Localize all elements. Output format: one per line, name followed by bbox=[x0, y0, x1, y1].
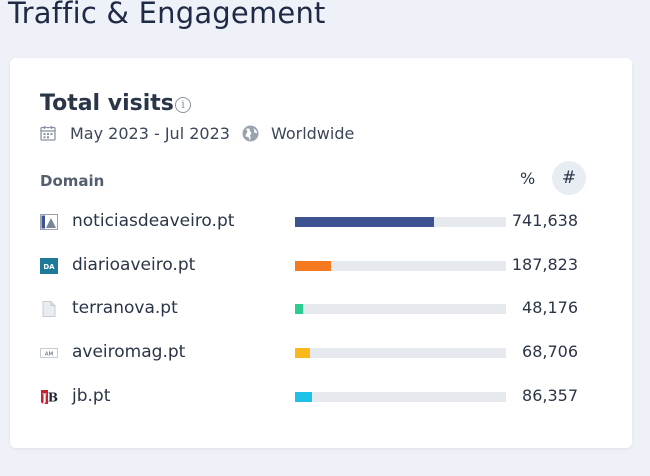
share-bar-fill bbox=[295, 348, 310, 358]
date-range[interactable]: May 2023 - Jul 2023 bbox=[70, 123, 230, 143]
meta-row: May 2023 - Jul 2023 Worldwide bbox=[40, 122, 354, 144]
visits-value: 741,638 bbox=[511, 211, 578, 230]
visits-value: 68,706 bbox=[522, 342, 578, 361]
noticias-favicon-icon bbox=[40, 214, 58, 230]
domain-row: AM aveiromag.pt 68,706 bbox=[40, 340, 600, 366]
svg-text:AM: AM bbox=[45, 352, 54, 358]
share-bar bbox=[295, 392, 506, 402]
share-bar bbox=[295, 217, 506, 227]
aveiromag-favicon-icon: AM bbox=[40, 348, 58, 358]
domain-name[interactable]: jb.pt bbox=[72, 386, 111, 406]
percent-toggle[interactable]: % bbox=[520, 169, 536, 188]
share-bar-fill bbox=[295, 217, 435, 227]
domain-name[interactable]: noticiasdeaveiro.pt bbox=[72, 211, 235, 231]
share-bar-fill bbox=[295, 261, 331, 271]
domain-row: noticiasdeaveiro.pt 741,638 bbox=[40, 209, 600, 235]
domain-name[interactable]: aveiromag.pt bbox=[72, 342, 186, 362]
domain-row: J B jb.pt 86,357 bbox=[40, 384, 600, 410]
visits-value: 187,823 bbox=[511, 255, 578, 274]
diario-favicon-icon: DA bbox=[40, 258, 58, 274]
svg-text:B: B bbox=[48, 391, 58, 405]
share-bar bbox=[295, 261, 506, 271]
info-icon[interactable]: i bbox=[175, 97, 191, 113]
share-bar-fill bbox=[295, 392, 312, 402]
number-toggle[interactable]: # bbox=[552, 161, 586, 195]
svg-text:DA: DA bbox=[43, 263, 55, 271]
visits-value: 86,357 bbox=[522, 386, 578, 405]
domain-row: terranova.pt 48,176 bbox=[40, 296, 600, 322]
total-visits-card: Total visits i May 2023 - Jul 2023 World… bbox=[10, 58, 632, 448]
domain-row: DA diarioaveiro.pt 187,823 bbox=[40, 253, 600, 279]
region[interactable]: Worldwide bbox=[270, 123, 355, 143]
globe-icon bbox=[242, 125, 259, 141]
section-title: Traffic & Engagement bbox=[8, 0, 326, 30]
domain-name[interactable]: diarioaveiro.pt bbox=[72, 255, 196, 275]
domain-column-header: Domain bbox=[40, 172, 105, 190]
domain-name[interactable]: terranova.pt bbox=[72, 298, 178, 318]
share-bar bbox=[295, 304, 506, 314]
svg-text:J: J bbox=[41, 392, 47, 405]
jb-favicon-icon: J B bbox=[40, 389, 58, 405]
share-bar bbox=[295, 348, 506, 358]
generic-page-icon bbox=[42, 301, 56, 317]
share-bar-fill bbox=[295, 304, 304, 314]
calendar-icon bbox=[40, 126, 56, 141]
card-title: Total visits bbox=[40, 91, 174, 116]
visits-value: 48,176 bbox=[522, 298, 578, 317]
